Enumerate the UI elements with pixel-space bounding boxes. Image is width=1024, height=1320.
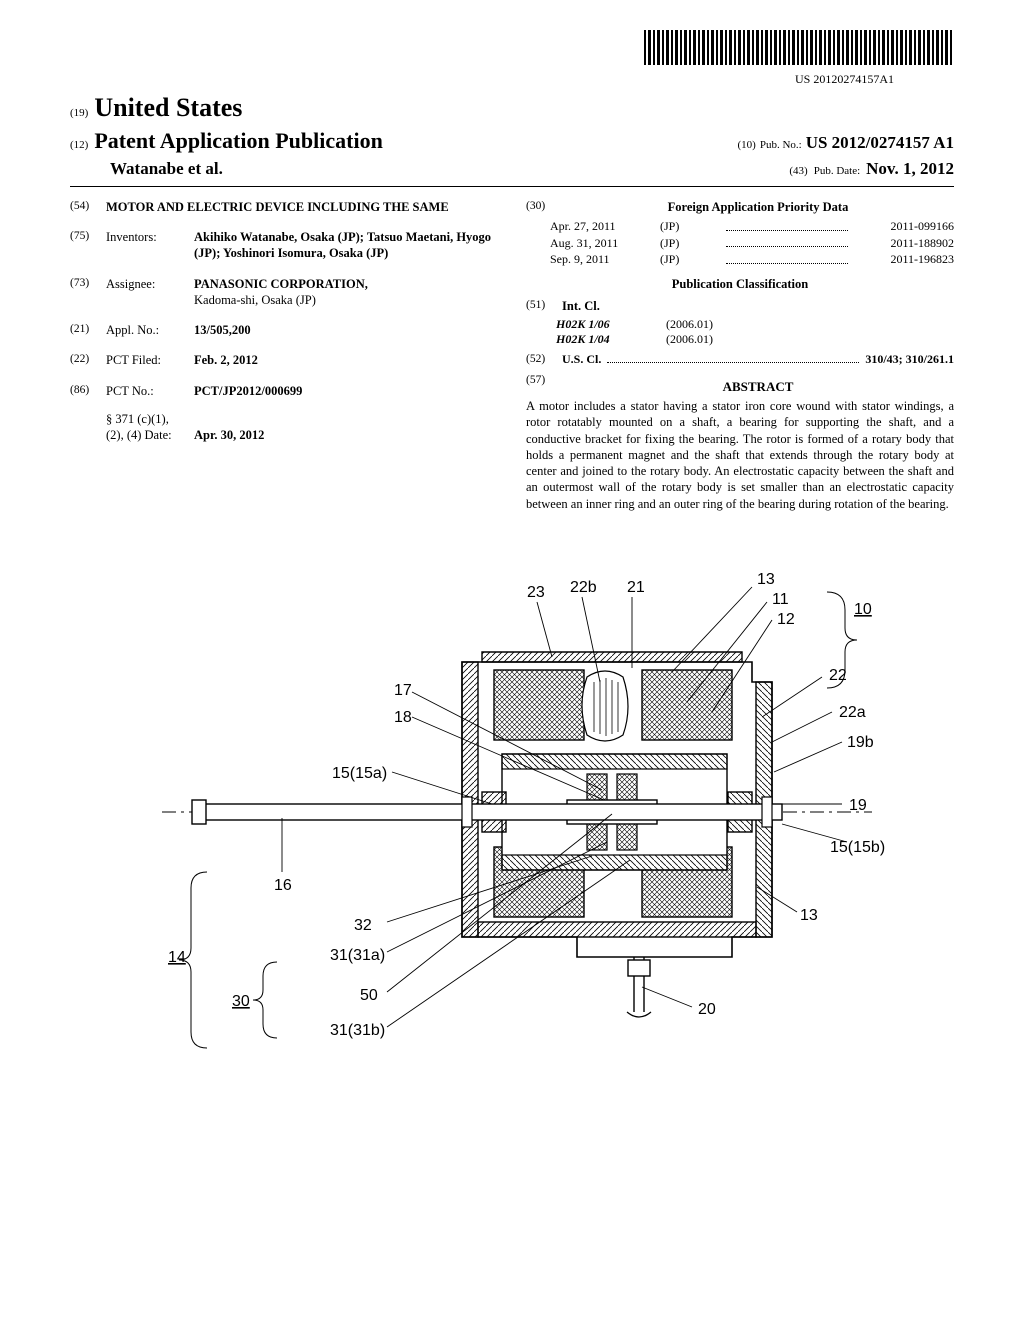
pctfiled-code: (22) [70, 352, 106, 368]
assignee-name: PANASONIC CORPORATION, [194, 277, 368, 291]
fig-label-32: 32 [354, 917, 372, 934]
pub-date: Nov. 1, 2012 [866, 158, 954, 180]
fig-label-10: 10 [854, 601, 872, 618]
fig-label-13b: 13 [800, 907, 818, 924]
uscl-label: U.S. Cl. [562, 352, 601, 368]
pub-no-label: Pub. No.: [760, 138, 802, 152]
fig-label-11: 11 [772, 591, 789, 608]
fig-label-19b: 19b [847, 734, 874, 751]
invention-title: MOTOR AND ELECTRIC DEVICE INCLUDING THE … [106, 199, 498, 215]
title-code: (54) [70, 199, 106, 215]
s371-label: § 371 (c)(1), (2), (4) Date: [106, 411, 194, 444]
abstract-text: A motor includes a stator having a stato… [526, 398, 954, 512]
barcode [644, 30, 954, 65]
publication-type: Patent Application Publication [94, 127, 382, 156]
priority-code: (30) [526, 199, 562, 215]
pctfiled: Feb. 2, 2012 [194, 352, 498, 368]
pctno-code: (86) [70, 383, 106, 399]
fig-label-23: 23 [527, 584, 545, 601]
pub-no: US 2012/0274157 A1 [806, 132, 954, 154]
fig-label-15b: 15(15b) [830, 839, 885, 856]
intcl-row: H02K 1/06(2006.01) [556, 317, 954, 333]
fig-label-22a: 22a [839, 704, 866, 721]
left-column: (54) MOTOR AND ELECTRIC DEVICE INCLUDING… [70, 199, 498, 512]
barcode-subtext: US 20120274157A1 [70, 72, 894, 88]
fig-label-16: 16 [274, 877, 292, 894]
intcl-row: H02K 1/04(2006.01) [556, 332, 954, 348]
abstract-code: (57) [526, 373, 562, 396]
pctno: PCT/JP2012/000699 [194, 383, 498, 399]
pub-date-label: Pub. Date: [814, 164, 860, 178]
abstract-title: ABSTRACT [562, 379, 954, 396]
fig-label-30: 30 [232, 993, 250, 1010]
classification-title: Publication Classification [526, 276, 954, 292]
assignee-code: (73) [70, 276, 106, 309]
fig-label-31b: 31(31b) [330, 1022, 385, 1039]
fig-label-50: 50 [360, 987, 378, 1004]
uscl-code: (52) [526, 352, 562, 368]
fig-label-20: 20 [698, 1001, 716, 1018]
applno-label: Appl. No.: [106, 322, 194, 338]
pctfiled-label: PCT Filed: [106, 352, 194, 368]
fig-label-18: 18 [394, 709, 412, 726]
code-19: (19) [70, 106, 88, 120]
fig-label-31a: 31(31a) [330, 947, 385, 964]
priority-row: Sep. 9, 2011(JP)2011-196823 [550, 252, 954, 268]
assignee-location: Kadoma-shi, Osaka (JP) [194, 293, 316, 307]
code-10: (10) [738, 138, 756, 152]
country: United States [94, 91, 242, 125]
fig-label-21: 21 [627, 579, 645, 596]
uscl-values: 310/43; 310/261.1 [865, 352, 954, 368]
fig-label-22b: 22b [570, 579, 597, 596]
barcode-region: US 20120274157A1 [70, 30, 954, 87]
pctno-label: PCT No.: [106, 383, 194, 399]
inventors-code: (75) [70, 229, 106, 262]
intcl-list: H02K 1/06(2006.01)H02K 1/04(2006.01) [526, 317, 954, 348]
applno: 13/505,200 [194, 322, 498, 338]
figure: 23 22b 21 13 11 12 10 22 22a 19b 19 15(1… [70, 542, 954, 1147]
fig-label-22: 22 [829, 667, 847, 684]
s371-date: Apr. 30, 2012 [194, 427, 498, 443]
applno-code: (21) [70, 322, 106, 338]
assignee-label: Assignee: [106, 276, 194, 309]
fig-label-14: 14 [168, 949, 186, 966]
document-header: (19) United States (12) Patent Applicati… [70, 91, 954, 186]
fig-label-15a: 15(15a) [332, 765, 387, 782]
right-column: (30) Foreign Application Priority Data A… [526, 199, 954, 512]
priority-title: Foreign Application Priority Data [562, 199, 954, 215]
fig-label-17: 17 [394, 682, 412, 699]
fig-label-12: 12 [777, 611, 795, 628]
bibliographic-columns: (54) MOTOR AND ELECTRIC DEVICE INCLUDING… [70, 199, 954, 512]
intcl-label: Int. Cl. [562, 298, 954, 314]
fig-label-13: 13 [757, 571, 775, 588]
inventors-label: Inventors: [106, 229, 194, 262]
code-43: (43) [789, 164, 807, 178]
applicant-name: Watanabe et al. [110, 158, 223, 180]
intcl-code: (51) [526, 298, 562, 314]
fig-label-19: 19 [849, 797, 867, 814]
code-12: (12) [70, 138, 88, 152]
priority-list: Apr. 27, 2011(JP)2011-099166Aug. 31, 201… [526, 219, 954, 268]
inventors: Akihiko Watanabe, Osaka (JP); Tatsuo Mae… [194, 229, 498, 262]
